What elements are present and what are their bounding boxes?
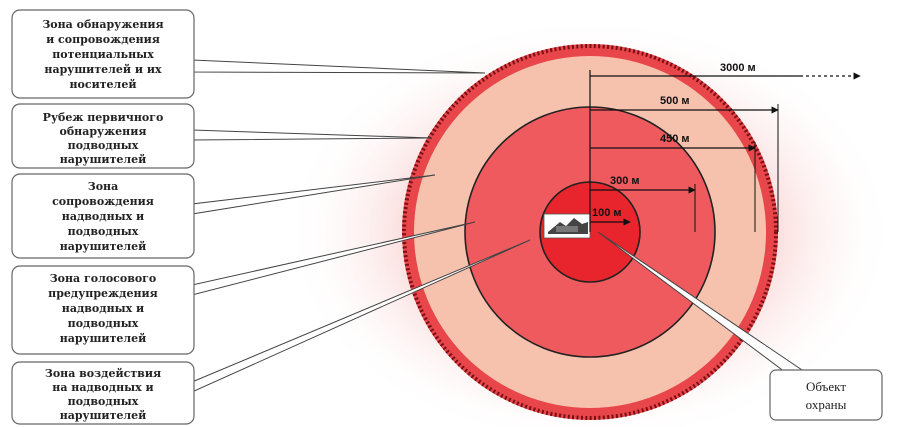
zone-500-dotted-edge xyxy=(402,44,778,420)
label-impact-line-2: на надводных и xyxy=(52,381,153,394)
distance-100-label: 100 м xyxy=(592,207,622,219)
label-voice-line-2: предупреждения xyxy=(48,287,158,300)
distance-3000-label: 3000 м xyxy=(720,62,756,74)
label-voice-line-1: Зона голосового xyxy=(50,272,157,285)
distance-300-label: 300 м xyxy=(610,175,640,187)
label-detection-line-5: носителей xyxy=(70,78,137,91)
label-impact-zone: Зона воздействия на надводных и подводны… xyxy=(11,361,195,425)
label-impact-line-1: Зона воздействия xyxy=(45,367,161,380)
label-primary-line-3: подводных xyxy=(68,139,139,152)
label-primary-line-1: Рубеж первичного xyxy=(43,111,164,124)
protected-object-icon xyxy=(543,213,591,239)
label-voice-line-5: нарушителей xyxy=(60,332,147,345)
label-object-line-1: Объект xyxy=(806,379,846,394)
label-detection-zone: Зона обнаружения и сопровождения потенци… xyxy=(11,9,195,99)
label-object-line-2: охраны xyxy=(806,397,847,412)
label-detection-line-2: и сопровождения xyxy=(46,33,160,46)
distance-500-label: 500 м xyxy=(660,95,690,107)
label-primary-line-2: обнаружения xyxy=(59,125,146,138)
label-tracking-line-1: Зона xyxy=(88,180,118,193)
label-impact-line-4: нарушителей xyxy=(60,409,147,422)
label-voice-line-3: надводных и xyxy=(62,302,144,315)
label-voice-zone: Зона голосового предупреждения надводных… xyxy=(11,265,195,355)
label-tracking-zone: Зона сопровождения надводных и подводных… xyxy=(11,173,195,259)
label-impact-line-3: подводных xyxy=(68,395,139,408)
label-voice-line-4: подводных xyxy=(68,317,139,330)
label-detection-line-4: нарушителей и их xyxy=(44,63,162,76)
label-protected-object: Объект охраны xyxy=(769,369,883,421)
label-detection-line-1: Зона обнаружения xyxy=(42,18,163,31)
distance-450-label: 450 м xyxy=(660,133,690,145)
label-primary-line: Рубеж первичного обнаружения подводных н… xyxy=(11,103,195,169)
label-tracking-line-5: нарушителей xyxy=(60,240,147,253)
label-detection-line-3: потенциальных xyxy=(52,48,154,61)
label-primary-line-4: нарушителей xyxy=(60,153,147,166)
label-tracking-line-4: подводных xyxy=(68,225,139,238)
label-tracking-line-3: надводных и xyxy=(62,210,144,223)
label-tracking-line-2: сопровождения xyxy=(52,195,154,208)
